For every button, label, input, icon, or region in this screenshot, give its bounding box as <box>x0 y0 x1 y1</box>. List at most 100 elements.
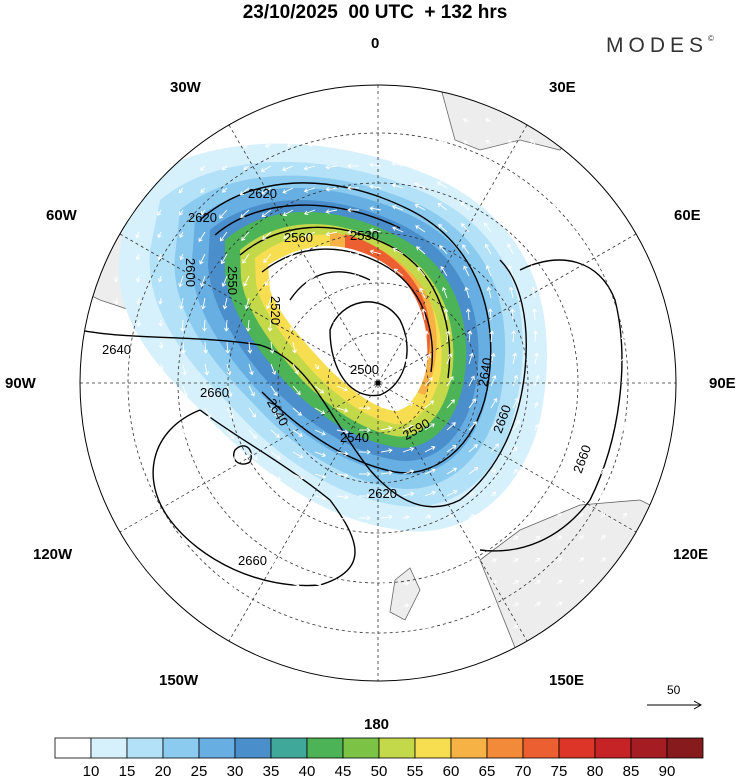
wind-arrow <box>282 209 294 217</box>
wind-arrow <box>352 295 360 301</box>
wind-arrow <box>391 204 404 211</box>
wind-arrow <box>414 203 426 211</box>
wind-arrow <box>263 253 272 263</box>
wind-arrow <box>358 515 371 521</box>
brand-name: MODES <box>606 34 709 57</box>
wind-arrow <box>446 580 454 586</box>
wind-arrow <box>199 253 206 265</box>
contour-label: 2540 <box>340 430 369 445</box>
wind-arrow <box>396 119 404 124</box>
wind-arrow <box>347 163 360 169</box>
wind-arrow <box>424 490 436 497</box>
colorbar-tick-label: 15 <box>118 763 136 780</box>
wind-arrow <box>182 539 189 545</box>
wind-arrow <box>534 513 540 519</box>
wind-arrow <box>226 539 233 544</box>
wind-arrow <box>314 473 327 479</box>
wind-arrow <box>598 335 604 343</box>
wind-arrow <box>181 341 186 354</box>
wind-arrow <box>314 516 322 522</box>
wind-arrow <box>204 561 211 566</box>
wind-arrow <box>136 297 141 305</box>
wind-arrow <box>575 225 580 233</box>
wind-arrow <box>314 429 326 436</box>
wind-arrow <box>424 558 432 564</box>
wind-arrow <box>418 118 426 124</box>
wind-arrow <box>534 468 540 475</box>
wind-arrow <box>178 275 184 288</box>
wind-arrow <box>160 473 165 480</box>
wind-arrow <box>418 140 426 146</box>
wind-arrow <box>308 142 316 148</box>
wind-arrow <box>380 647 388 653</box>
wind-arrow <box>283 231 294 239</box>
wind-arrow <box>398 292 404 299</box>
wind-arrow <box>485 183 492 189</box>
wind-arrow <box>643 423 649 431</box>
wind-arrow <box>270 648 278 654</box>
wind-arrow <box>270 560 278 566</box>
wind-arrow <box>577 357 582 365</box>
wind-arrow <box>336 472 349 478</box>
wind-arrow <box>597 225 602 233</box>
wind-arrow <box>285 275 294 286</box>
wind-arrow <box>244 297 250 310</box>
wind-arrow <box>530 139 536 145</box>
wind-arrow <box>270 385 278 396</box>
wind-arrow <box>292 495 304 502</box>
wind-arrow <box>555 357 560 365</box>
wind-arrow <box>512 580 519 585</box>
wind-arrow <box>440 118 448 123</box>
wind-arrow <box>576 313 582 321</box>
colorbar-tick-label: 90 <box>658 763 676 780</box>
wind-arrow <box>534 557 541 563</box>
wind-arrow <box>270 429 280 438</box>
wind-arrow <box>490 491 497 497</box>
wind-arrow <box>358 405 371 411</box>
contour-label: 2560 <box>284 230 313 245</box>
wind-arrow <box>304 253 316 261</box>
wind-arrow <box>358 537 366 543</box>
wind-arrow <box>556 513 562 519</box>
wind-arrow <box>115 385 121 393</box>
wind-arrow <box>486 286 492 299</box>
lon-label-30e: 30E <box>549 79 576 96</box>
wind-arrow <box>369 140 382 146</box>
wind-arrow <box>512 397 519 409</box>
wind-arrow <box>226 517 233 522</box>
wind-arrow <box>200 165 206 171</box>
wind-speed-shading <box>118 143 547 532</box>
wind-arrow <box>336 385 348 392</box>
wind-arrow <box>331 297 338 302</box>
wind-arrow <box>262 231 272 240</box>
wind-arrow <box>314 626 322 631</box>
wind-arrow <box>622 490 627 497</box>
wind-arrow <box>424 580 432 586</box>
wind-arrow <box>204 495 210 501</box>
wind-arrow <box>621 379 626 387</box>
wind-arrow <box>463 265 470 277</box>
wind-arrow <box>468 558 476 563</box>
wind-arrow <box>179 253 184 261</box>
wind-arrow <box>248 495 255 500</box>
wind-arrow <box>160 539 166 545</box>
colorbar-tick-label: 25 <box>190 763 208 780</box>
wind-arrow <box>221 275 228 287</box>
wind-arrow <box>421 308 427 321</box>
wind-arrow <box>336 603 344 609</box>
wind-arrow <box>292 648 300 653</box>
wind-arrow <box>619 247 625 255</box>
wind-arrow <box>463 162 470 167</box>
lon-label-90w: 90W <box>5 375 36 392</box>
wind-arrow <box>369 184 382 190</box>
wind-arrow <box>533 330 538 343</box>
wind-arrow <box>578 557 584 563</box>
wind-arrow <box>198 231 206 242</box>
wind-arrow <box>270 604 278 610</box>
wind-arrow <box>248 561 256 566</box>
brand-logo: MODES© <box>606 34 714 58</box>
wind-arrow <box>136 341 142 349</box>
wind-arrow <box>644 490 649 497</box>
wind-arrow <box>157 209 162 216</box>
wind-arrow <box>267 319 273 332</box>
